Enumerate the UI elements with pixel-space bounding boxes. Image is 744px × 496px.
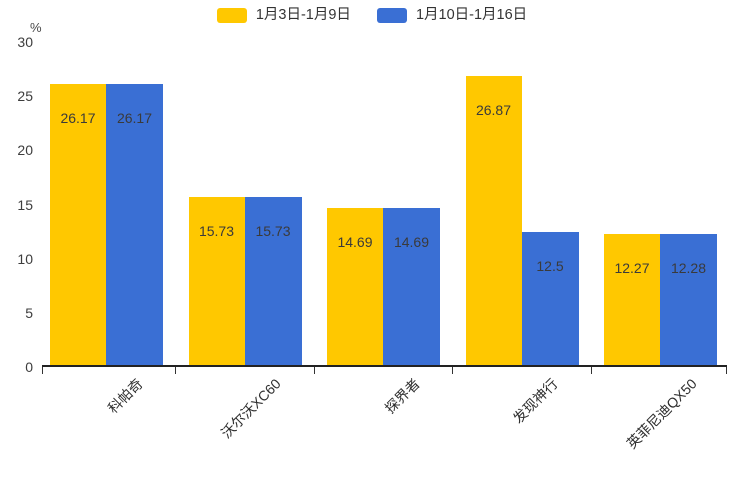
legend-label-2: 1月10日-1月16日 bbox=[415, 7, 528, 24]
bar-value-label: 26.17 bbox=[116, 109, 153, 126]
x-axis-category-label-3: 探界者 bbox=[381, 375, 423, 417]
legend-label-1: 1月3日-1月9日 bbox=[255, 7, 351, 24]
bar-series1-发现神行[interactable]: 26.87 bbox=[465, 75, 522, 367]
y-axis-tick-label-30: 30 bbox=[17, 34, 33, 50]
x-axis-category-label-1: 科帕奇 bbox=[104, 375, 146, 417]
legend-item-1[interactable]: 1月3日-1月9日 bbox=[216, 7, 351, 24]
bar-value-label: 15.73 bbox=[255, 222, 291, 239]
x-axis-tick-mark-5 bbox=[725, 367, 727, 374]
x-axis-category-label-4: 发现神行 bbox=[509, 375, 561, 427]
x-axis-tick-mark-4 bbox=[590, 367, 592, 374]
y-axis-tick-label-10: 10 bbox=[17, 250, 33, 267]
bar-value-label: 15.73 bbox=[198, 222, 235, 239]
y-axis-unit-label: % bbox=[30, 20, 42, 35]
bar-series2-沃尔沃XC60[interactable]: 15.73 bbox=[244, 196, 302, 367]
chart-legend: 1月3日-1月9日 1月10日-1月16日 bbox=[0, 8, 744, 23]
legend-item-2[interactable]: 1月10日-1月16日 bbox=[376, 7, 528, 24]
x-axis-tick-mark-2 bbox=[313, 367, 315, 374]
bar-value-label: 12.5 bbox=[536, 257, 564, 274]
y-axis-tick-label-25: 25 bbox=[17, 88, 33, 105]
bar-series1-科帕奇[interactable]: 26.17 bbox=[50, 83, 106, 367]
x-axis-category-label-5: 英菲尼迪QX50 bbox=[622, 375, 700, 452]
bar-value-label: 26.87 bbox=[475, 101, 512, 118]
bar-value-label: 12.28 bbox=[670, 259, 707, 276]
x-axis-tick-mark-0 bbox=[42, 367, 44, 374]
y-axis-tick-label-15: 15 bbox=[17, 196, 33, 213]
bar-value-label: 26.17 bbox=[60, 109, 96, 126]
x-axis-category-label-2: 沃尔沃XC60 bbox=[217, 375, 284, 442]
x-axis-line bbox=[42, 365, 727, 367]
bar-series2-探界者[interactable]: 14.69 bbox=[383, 207, 440, 367]
y-axis-tick-label-0: 0 bbox=[25, 359, 33, 375]
bar-value-label: 14.69 bbox=[337, 233, 373, 250]
plot-area: 0 5 10 15 20 25 30 26.17 26.17 15.73 15.73 14.69 14… bbox=[17, 34, 727, 375]
bar-series1-沃尔沃XC60[interactable]: 15.73 bbox=[188, 196, 245, 367]
x-axis-tick-mark-1 bbox=[175, 367, 177, 374]
y-axis-tick-label-20: 20 bbox=[17, 142, 33, 159]
bar-series1-英菲尼迪QX50[interactable]: 12.27 bbox=[604, 234, 660, 367]
y-axis-tick-label-5: 5 bbox=[25, 304, 33, 321]
bar-series1-探界者[interactable]: 14.69 bbox=[327, 207, 383, 367]
bar-series2-发现神行[interactable]: 12.5 bbox=[521, 231, 579, 367]
bar-series2-科帕奇[interactable]: 26.17 bbox=[106, 83, 163, 367]
x-axis-tick-mark-3 bbox=[452, 367, 454, 374]
legend-swatch-icon-2 bbox=[376, 8, 407, 23]
bar-value-label: 14.69 bbox=[393, 233, 430, 250]
bar-series2-英菲尼迪QX50[interactable]: 12.28 bbox=[660, 233, 717, 367]
bar-value-label: 12.27 bbox=[614, 260, 650, 277]
legend-swatch-icon-1 bbox=[216, 8, 247, 23]
